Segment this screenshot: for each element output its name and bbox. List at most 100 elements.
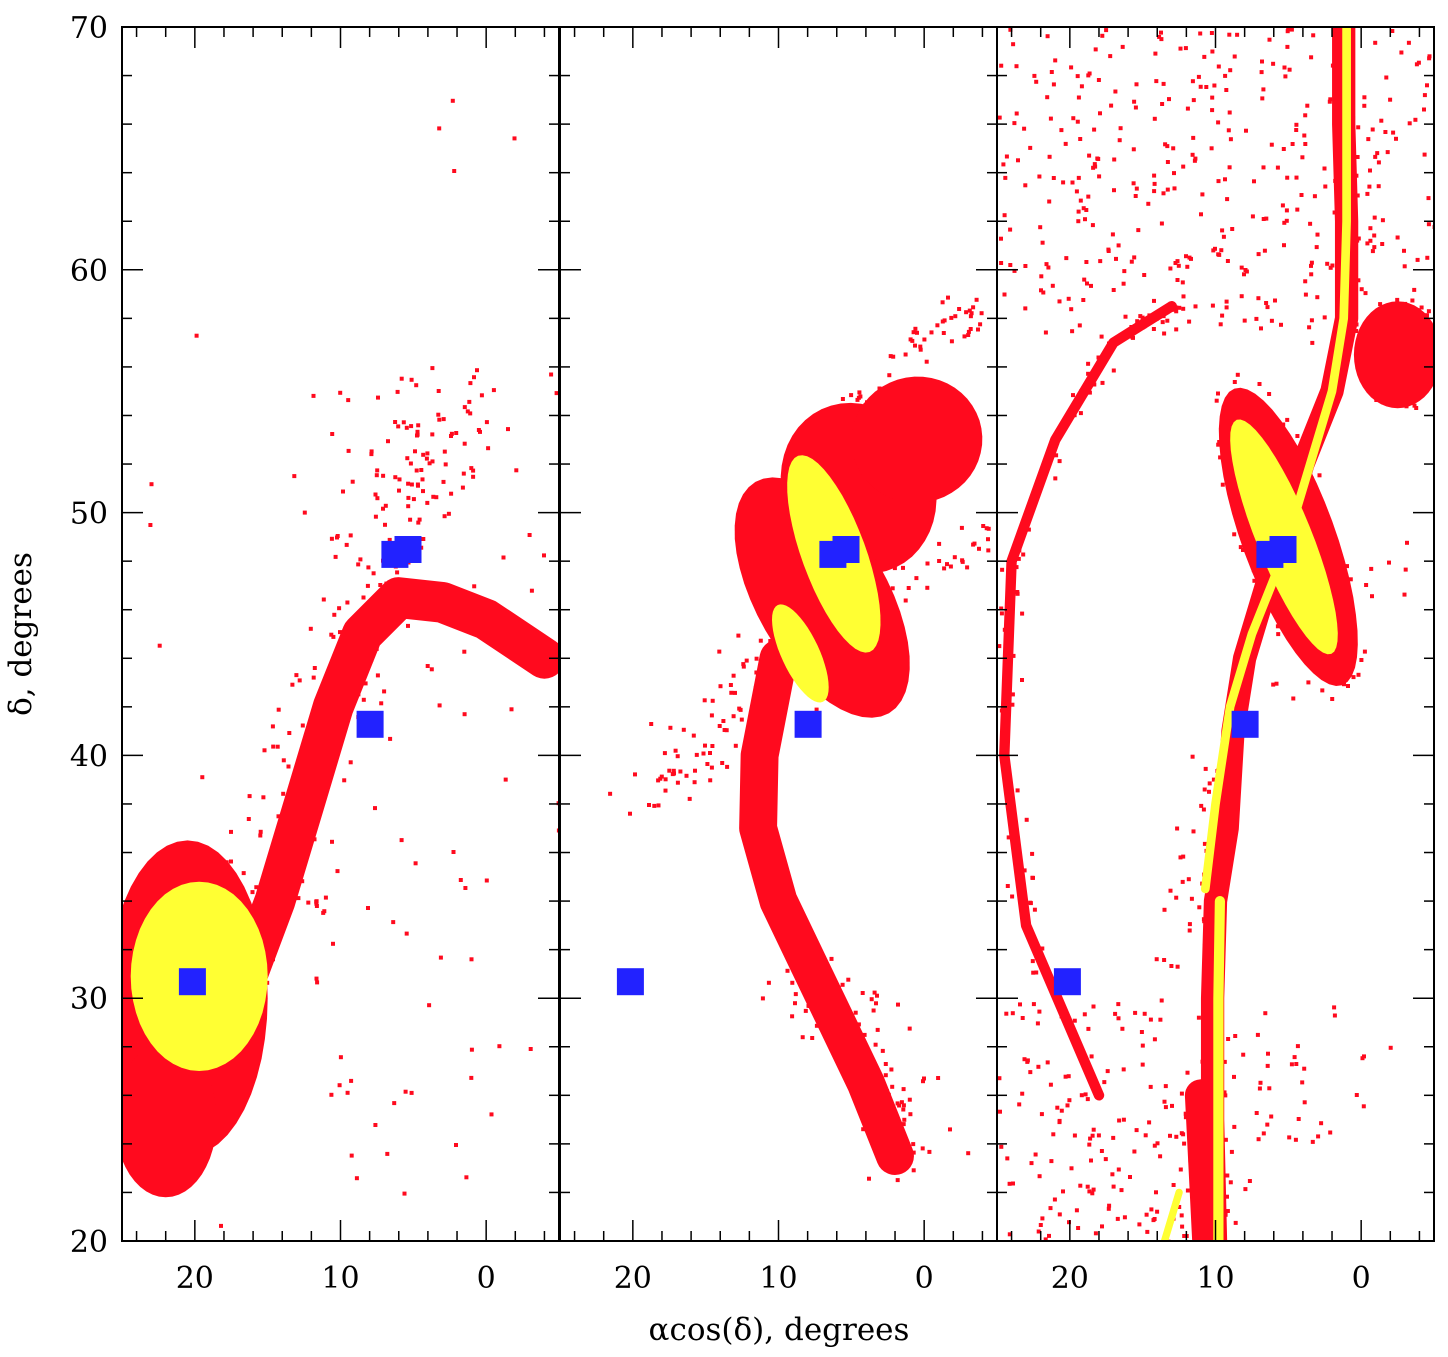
scatter-point [1083, 217, 1087, 222]
scatter-point [914, 576, 919, 581]
scatter-point [1309, 263, 1313, 268]
scatter-point [375, 468, 380, 473]
scatter-point [1162, 1099, 1167, 1104]
scatter-point [415, 432, 420, 437]
scatter-point [790, 980, 795, 985]
scatter-point [1192, 158, 1197, 163]
scatter-point [1084, 260, 1089, 264]
scatter-point [1223, 1137, 1228, 1142]
scatter-point [200, 775, 205, 780]
scatter-point [744, 658, 749, 663]
scatter-point [1376, 184, 1381, 189]
scatter-point [1279, 322, 1283, 327]
scatter-point [901, 1103, 906, 1108]
scatter-point [1012, 268, 1017, 273]
scatter-point [1317, 473, 1322, 478]
scatter-point [1395, 297, 1400, 302]
scatter-point [1284, 208, 1289, 213]
scatter-point [1362, 649, 1367, 654]
scatter-point [1187, 928, 1192, 933]
scatter-point [1274, 681, 1279, 686]
scatter-point [663, 777, 668, 782]
scatter-point [1111, 1135, 1116, 1140]
scatter-point [725, 764, 730, 769]
scatter-point [1128, 1175, 1132, 1179]
scatter-point [1232, 54, 1237, 59]
scatter-point [1303, 113, 1308, 118]
scatter-point [871, 1008, 876, 1013]
scatter-point [1181, 164, 1186, 169]
scatter-point [358, 557, 363, 562]
scatter-point [671, 768, 676, 773]
scatter-point [709, 765, 714, 770]
scatter-point [406, 504, 411, 509]
scatter-point [395, 570, 400, 575]
scatter-point [1081, 206, 1086, 211]
y-tick-label: 30 [70, 982, 108, 1017]
scatter-point [1402, 248, 1406, 253]
scatter-point [361, 595, 366, 600]
scatter-point [446, 511, 451, 516]
scatter-point [342, 778, 347, 783]
scatter-point [1225, 1194, 1229, 1199]
scatter-point [737, 706, 742, 711]
scatter-point [1093, 164, 1098, 169]
scatter-point [333, 554, 338, 559]
scatter-point [1099, 334, 1104, 339]
panel-3 [997, 27, 1434, 1241]
scatter-point [692, 780, 697, 785]
scatter-point [1310, 1139, 1315, 1144]
scatter-point [1179, 1131, 1184, 1136]
scatter-point [1082, 1012, 1087, 1017]
scatter-point [419, 468, 424, 472]
scatter-point [489, 1112, 494, 1117]
scatter-point [1069, 307, 1074, 312]
scatter-point [1152, 173, 1157, 178]
scatter-point [1116, 1167, 1121, 1172]
scatter-point [1089, 283, 1093, 288]
scatter-point [449, 431, 454, 436]
scatter-point [1118, 126, 1123, 131]
scatter-point [443, 462, 448, 467]
scatter-point [1280, 203, 1285, 208]
scatter-point [1087, 1142, 1092, 1147]
scatter-point [741, 662, 746, 667]
scatter-point [1379, 118, 1384, 123]
scatter-point [925, 585, 930, 590]
scatter-point [971, 542, 976, 547]
scatter-point [1103, 1157, 1108, 1162]
scatter-point [1342, 682, 1346, 687]
scatter-point [647, 803, 651, 807]
scatter-point [549, 372, 554, 377]
scatter-point [708, 751, 712, 755]
scatter-point [1102, 1080, 1107, 1085]
scatter-point [1328, 1130, 1333, 1135]
scatter-point [1047, 154, 1052, 159]
scatter-point [1402, 264, 1407, 269]
scatter-point [1266, 1051, 1270, 1056]
scatter-point [1368, 226, 1373, 231]
scatter-point [1082, 277, 1087, 282]
scatter-point [1295, 207, 1300, 212]
scatter-point [1146, 201, 1151, 206]
scatter-point [1038, 1223, 1043, 1227]
scatter-point [1152, 189, 1157, 194]
scatter-point [1026, 527, 1031, 532]
scatter-point [1239, 294, 1244, 299]
x-tick-label: 0 [1352, 1261, 1371, 1296]
scatter-point [1087, 153, 1092, 158]
scatter-point [1017, 1102, 1022, 1107]
scatter-point [1049, 70, 1054, 74]
scatter-point [321, 910, 326, 915]
scatter-point [1292, 1055, 1297, 1060]
tick-marks [122, 26, 1434, 1242]
scatter-point [1354, 1093, 1359, 1097]
scatter-point [862, 1032, 867, 1037]
scatter-point [1152, 1037, 1157, 1042]
scatter-point [937, 559, 942, 563]
panel-1 [122, 98, 559, 1228]
scatter-point [678, 769, 683, 774]
scatter-point [1414, 406, 1419, 410]
scatter-point [999, 611, 1004, 616]
scatter-point [1169, 964, 1174, 968]
